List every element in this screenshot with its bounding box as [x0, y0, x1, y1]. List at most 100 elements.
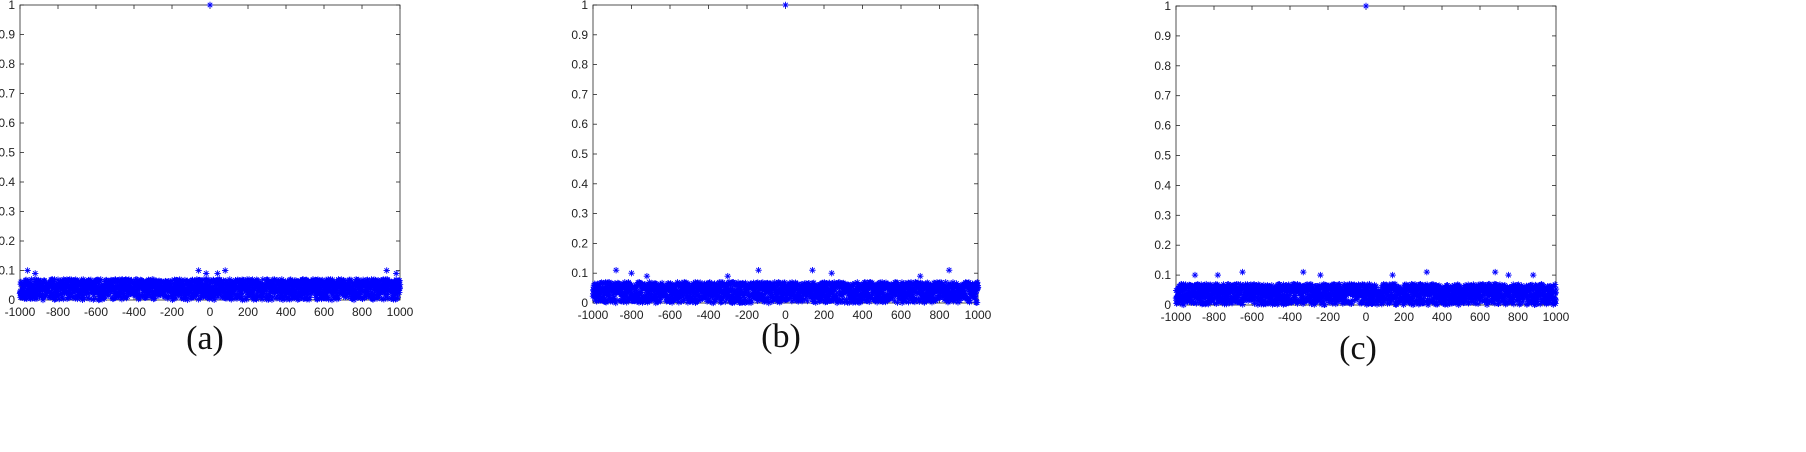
x-tick-label: -1000 — [1161, 310, 1192, 324]
data-point-peak — [206, 1, 214, 9]
x-tick-label: -600 — [84, 305, 108, 319]
y-tick-label: 0.7 — [1154, 89, 1171, 103]
x-tick-label: 400 — [276, 305, 296, 319]
scatter-plot-b: -1000 -800 -600 -400 -200 0 200 400 600 800 100000… — [571, 0, 992, 322]
data-point-outlier — [724, 272, 731, 280]
x-tick-label: 0 — [1363, 310, 1370, 324]
y-tick-label: 1 — [1164, 0, 1171, 13]
y-tick-label: 0.4 — [1154, 178, 1171, 192]
x-tick-label: -600 — [1240, 310, 1264, 324]
data-point — [101, 295, 108, 302]
data-point — [974, 284, 982, 291]
x-tick-label: -1000 — [5, 305, 36, 319]
y-tick-label: 0.9 — [0, 28, 15, 42]
x-tick-label: 200 — [814, 308, 834, 322]
data-point-outlier — [643, 272, 651, 280]
y-tick-label: 0.5 — [1154, 149, 1171, 163]
y-tick-label: 0.3 — [1154, 208, 1171, 222]
data-point — [97, 276, 104, 283]
scatter-plot-c: -1000 -800 -600 -400 -200 0 200 400 600 800 100000… — [1154, 0, 1570, 324]
x-tick-label: -400 — [122, 305, 146, 319]
axes-frame — [1175, 5, 1557, 306]
x-tick-label: -200 — [1316, 310, 1340, 324]
y-tick-label: 0 — [8, 293, 15, 307]
y-tick-label: 0.2 — [1154, 238, 1171, 252]
data-point-outlier — [917, 272, 924, 280]
x-tick-label: -200 — [160, 305, 184, 319]
data-point-outlier — [612, 267, 620, 274]
y-tick-label: 0.1 — [571, 266, 588, 280]
panel-b: -1000 -800 -600 -400 -200 0 200 400 600 800 1000 0 0… — [570, 0, 992, 452]
y-tick-label: 0 — [1164, 298, 1171, 312]
y-tick-label: 0.9 — [571, 28, 588, 42]
axes-frame — [19, 4, 401, 301]
data-point-outlier — [195, 267, 202, 274]
y-tick-label: 0.1 — [1154, 268, 1171, 282]
y-tick-label: 1 — [581, 0, 588, 12]
y-tick-label: 0.4 — [0, 175, 15, 189]
y-tick-label: 0.2 — [0, 234, 15, 248]
x-tick-label: -800 — [1202, 310, 1226, 324]
x-tick-label: -800 — [619, 308, 643, 322]
data-point-outlier — [393, 270, 400, 277]
data-point-outlier — [383, 267, 390, 274]
data-point-outlier — [755, 267, 762, 274]
x-tick-label: 0 — [207, 305, 214, 319]
y-tick-label: 0 — [581, 296, 588, 310]
y-tick-label: 1 — [8, 0, 15, 12]
y-tick-label: 0.8 — [571, 58, 588, 72]
x-tick-label: -800 — [46, 305, 70, 319]
data-point-outlier — [828, 270, 835, 277]
y-tick-label: 0.6 — [1154, 119, 1171, 133]
y-tick-label: 0.7 — [571, 87, 588, 101]
x-tick-label: 400 — [852, 308, 872, 322]
x-tick-label: 600 — [1470, 310, 1490, 324]
data-point — [151, 295, 158, 302]
x-tick-label: 1000 — [965, 308, 992, 322]
x-tick-label: 800 — [929, 308, 949, 322]
axes-frame — [592, 4, 979, 304]
x-tick-label: 600 — [314, 305, 334, 319]
x-tick-label: 1000 — [387, 305, 414, 319]
y-tick-label: 0.7 — [0, 87, 15, 101]
y-tick-label: 0.8 — [1154, 59, 1171, 73]
y-tick-label: 0.6 — [571, 117, 588, 131]
data-point-outlier — [809, 267, 816, 274]
panel-c: -1000 -800 -600 -400 -200 0 200 400 600 800 1000 0 0… — [1150, 0, 1570, 452]
x-tick-label: 800 — [1508, 310, 1528, 324]
y-tick-label: 0.4 — [571, 177, 588, 191]
y-tick-label: 0.1 — [0, 264, 15, 278]
data-point-outlier — [32, 270, 39, 277]
x-tick-label: 200 — [1394, 310, 1414, 324]
x-tick-label: 1000 — [1543, 310, 1570, 324]
data-point-outlier — [203, 270, 210, 277]
x-tick-label: -1000 — [578, 308, 609, 322]
caption-a: (a) — [186, 320, 224, 358]
x-tick-label: -200 — [735, 308, 759, 322]
x-tick-label: -600 — [658, 308, 682, 322]
x-tick-label: 600 — [891, 308, 911, 322]
y-tick-label: 0.3 — [0, 205, 15, 219]
y-tick-label: 0.9 — [1154, 29, 1171, 43]
caption-b: (b) — [761, 318, 801, 356]
y-tick-label: 0.8 — [0, 57, 15, 71]
data-point-outlier — [24, 267, 31, 274]
data-point-outlier — [214, 270, 221, 277]
y-tick-label: 0.2 — [571, 236, 588, 250]
y-tick-label: 0.6 — [0, 116, 15, 130]
x-tick-label: 800 — [352, 305, 372, 319]
data-point-outlier — [222, 267, 229, 274]
data-point-outlier — [628, 270, 635, 277]
x-tick-label: -400 — [696, 308, 720, 322]
y-tick-label: 0.5 — [0, 146, 15, 160]
data-point — [973, 299, 981, 306]
y-tick-label: 0.5 — [571, 147, 588, 161]
data-point — [105, 292, 112, 299]
scatter-plot-a: -1000 -800 -600 -400 -200 0 200 400 600 800 1000 0 0… — [0, 0, 414, 319]
data-point-peak — [782, 1, 789, 9]
panel-a: -1000 -800 -600 -400 -200 0 200 400 600 800 1000 0 0… — [0, 0, 420, 452]
x-tick-label: 200 — [238, 305, 258, 319]
y-tick-label: 0.3 — [571, 207, 588, 221]
x-tick-label: -400 — [1278, 310, 1302, 324]
data-point-outlier — [945, 267, 953, 274]
